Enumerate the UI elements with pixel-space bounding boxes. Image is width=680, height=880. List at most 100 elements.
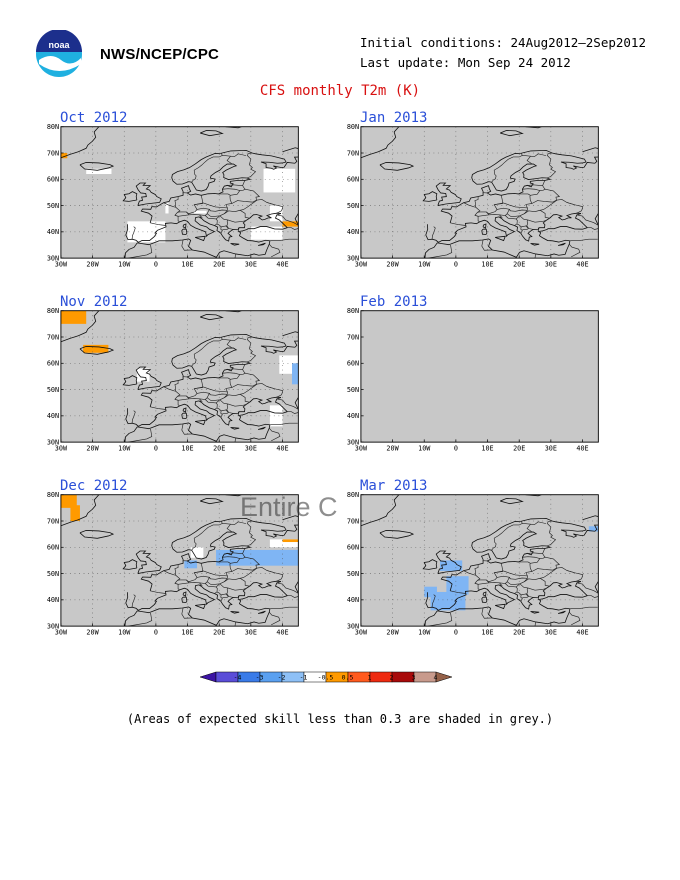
coastline (481, 596, 488, 603)
lon-tick-label: 40E (276, 628, 288, 636)
anomaly-patch (269, 405, 283, 427)
coastline (481, 228, 488, 235)
country-border (206, 577, 228, 585)
anomaly-patch (83, 344, 109, 353)
lon-tick-label: 30E (245, 628, 257, 636)
anomaly-patch (263, 168, 296, 193)
country-border (269, 422, 298, 426)
anomaly-patch (282, 539, 299, 543)
lat-tick-label: 40N (47, 412, 59, 420)
coastline (500, 498, 524, 505)
country-border (431, 594, 436, 608)
coastline (557, 242, 566, 246)
lat-tick-label: 30N (347, 254, 359, 262)
country-border (526, 523, 534, 533)
lon-tick-label: 20W (386, 260, 399, 268)
lat-tick-label: 40N (347, 412, 359, 420)
coastline (125, 580, 289, 611)
lon-tick-label: 30E (245, 260, 257, 268)
anomaly-patch (250, 226, 283, 240)
country-border (246, 152, 257, 179)
coastline (360, 494, 400, 527)
coastline (294, 397, 299, 410)
coastline (379, 530, 415, 539)
lon-tick-label: 0 (154, 260, 158, 268)
map-frame (360, 126, 599, 259)
country-border (527, 587, 547, 591)
coastline (494, 235, 506, 242)
coastlines (60, 494, 299, 627)
country-border (527, 219, 547, 223)
coastline (257, 242, 266, 246)
country-border (215, 215, 221, 220)
coastline (135, 182, 162, 206)
coastline (60, 126, 100, 159)
map-panel-mar: 80N 70N 60N 50N 40N 30N 30W 20W 10W 0 10E 20E 30E 40E… (347, 478, 619, 640)
country-border (269, 238, 298, 242)
lon-tick-label: 0 (154, 628, 158, 636)
country-border (206, 209, 228, 217)
anomaly-patch (184, 560, 198, 569)
country-border (526, 155, 534, 165)
coastline (200, 314, 224, 321)
country-border (222, 593, 229, 598)
country-border (486, 211, 503, 218)
country-border (506, 577, 528, 585)
lon-tick-label: 0 (454, 444, 458, 452)
country-border (530, 183, 534, 188)
coastline (582, 515, 599, 521)
colorbar-label: 1 (368, 674, 372, 682)
country-border (566, 202, 575, 206)
country-border (216, 215, 229, 228)
country-border (220, 594, 223, 602)
country-border (186, 211, 203, 218)
map-frame (360, 310, 599, 443)
lon-tick-label: 40E (276, 444, 288, 452)
country-border (216, 583, 229, 596)
skill-mask (360, 126, 599, 259)
lon-tick-label: 20W (386, 628, 399, 636)
panel-title: Mar 2013 (360, 478, 428, 494)
country-border (222, 409, 229, 414)
lat-tick-label: 70N (47, 149, 59, 157)
lon-tick-label: 10E (481, 444, 493, 452)
map-panel-dec: 80N 70N 60N 50N 40N 30N 30W 20W 10W 0 10E 20E 30E 40E… (47, 478, 319, 640)
coastline (182, 591, 187, 597)
country-border (506, 209, 528, 217)
coastline (282, 515, 299, 521)
colorbar-arrow-left (199, 671, 217, 683)
colorbar-arrow-right (435, 671, 453, 683)
lat-tick-label: 30N (47, 254, 59, 262)
country-border (186, 395, 203, 402)
country-border (522, 188, 540, 191)
country-border (576, 582, 599, 594)
lon-tick-label: 10E (481, 628, 493, 636)
coastline (257, 426, 266, 430)
country-border (222, 188, 240, 191)
coastline (194, 235, 206, 242)
colorbar-label: 0.5 (342, 674, 354, 682)
lat-tick-label: 50N (47, 386, 59, 394)
country-border (246, 520, 257, 547)
coastline (181, 228, 188, 235)
map-frame (360, 494, 599, 627)
coastline (79, 162, 115, 171)
country-border (240, 199, 284, 214)
country-border (222, 225, 229, 230)
coastline (360, 126, 400, 159)
country-border (474, 564, 479, 576)
colorbar-label: -4 (234, 674, 242, 682)
lon-tick-label: 10W (118, 444, 131, 452)
coastline (422, 191, 438, 202)
country-border (516, 215, 529, 228)
lat-tick-label: 80N (347, 491, 359, 499)
country-border (181, 607, 193, 619)
lon-tick-label: 30E (545, 444, 557, 452)
country-border (246, 336, 257, 363)
last-update: Last update: Mon Sep 24 2012 (360, 55, 571, 70)
country-border (546, 520, 557, 547)
country-border (131, 226, 136, 240)
